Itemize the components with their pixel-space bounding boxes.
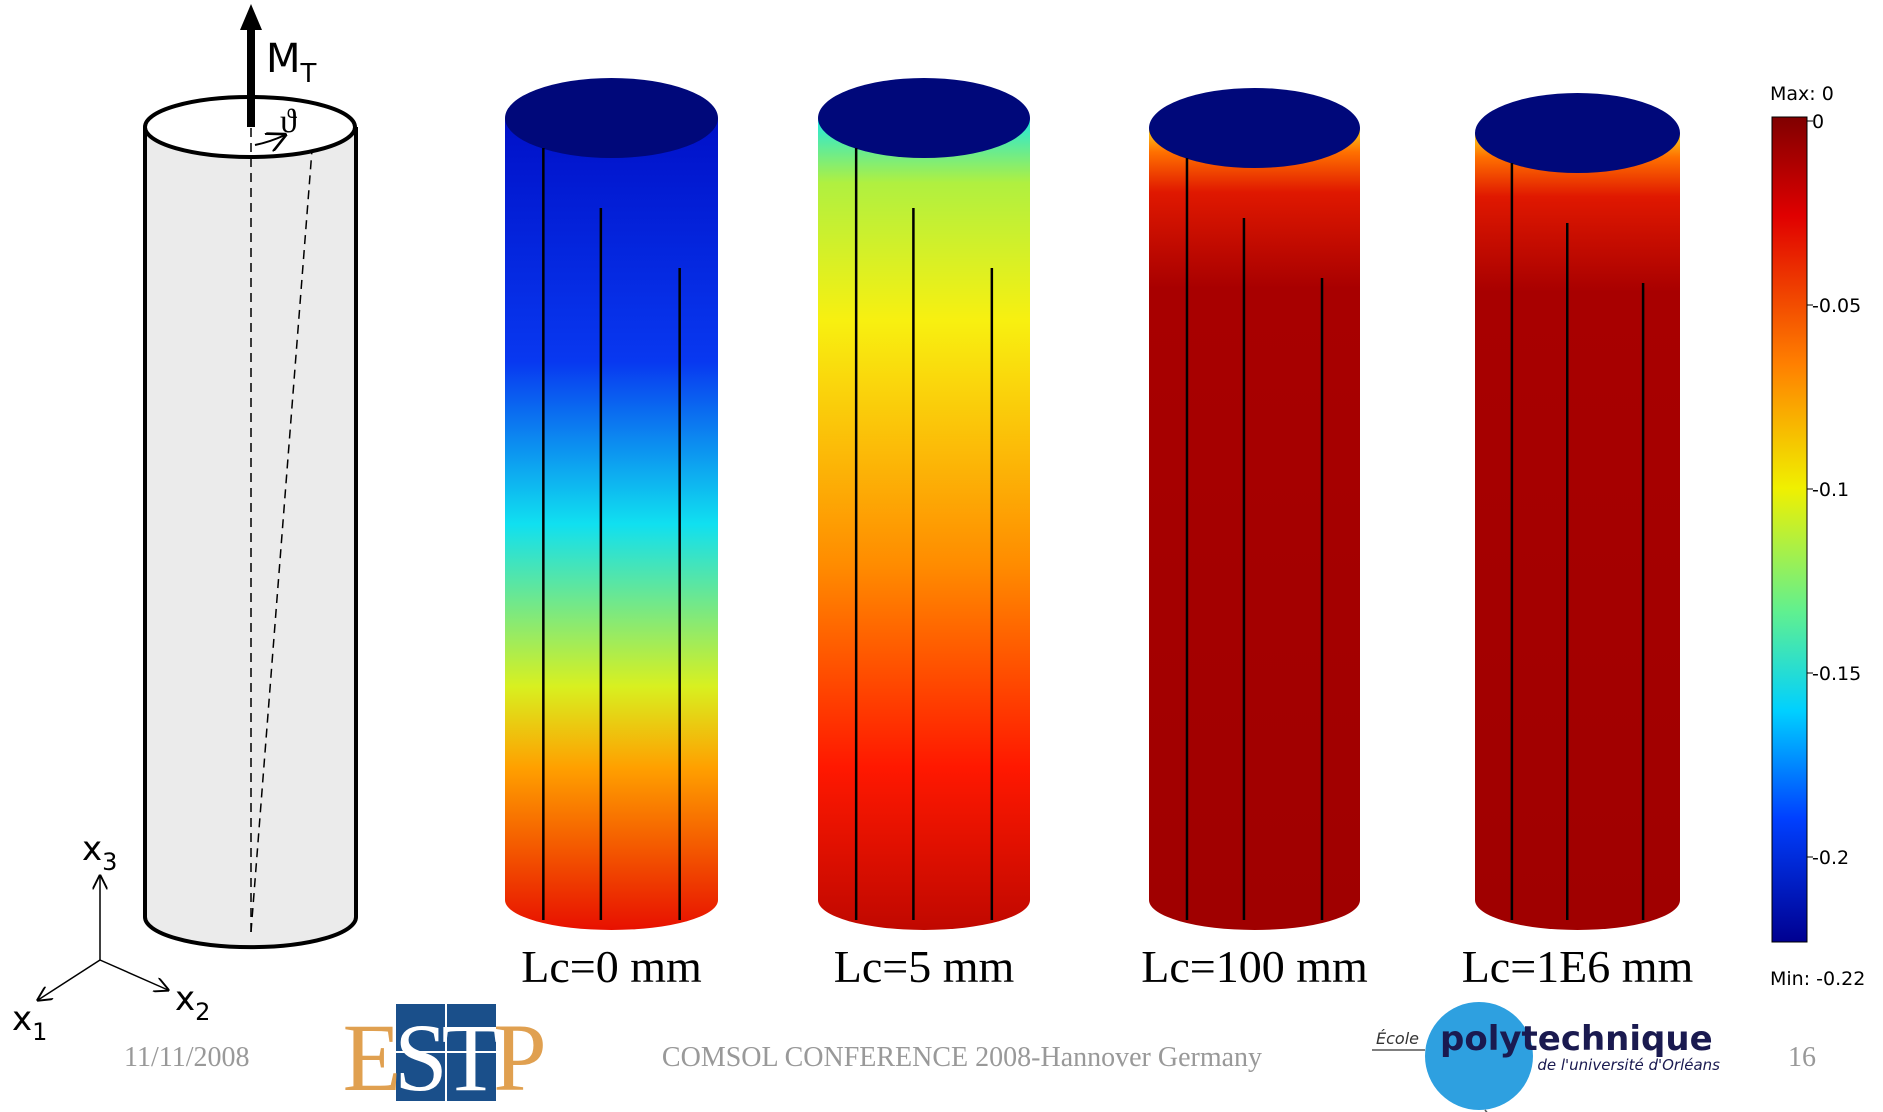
axis-label: x2 — [175, 979, 210, 1026]
colorbar-tick-label: -0.15 — [1812, 663, 1861, 685]
schematic: MT ϑ x3 x2 x1 — [12, 4, 356, 1046]
cylinder-caption: Lc=1E6 mm — [1462, 941, 1694, 992]
cylinder-body — [1149, 128, 1360, 930]
estp-logo: E S T P — [343, 1004, 547, 1111]
page-number: 16 — [1788, 1042, 1816, 1073]
footer-conference: COMSOL CONFERENCE 2008-Hannover Germany — [662, 1042, 1262, 1073]
cylinder-top — [1149, 88, 1360, 168]
colorbar-tick-label: -0.2 — [1812, 847, 1849, 869]
footer: 11/11/2008 COMSOL CONFERENCE 2008-Hannov… — [124, 1002, 1816, 1112]
axis-label: x1 — [12, 999, 47, 1046]
colorbar-max: Max: 0 — [1770, 83, 1834, 105]
logo-letter: S — [394, 1004, 447, 1111]
cylinder-body — [818, 118, 1030, 930]
logo-name: polytechnique — [1440, 1019, 1713, 1059]
cylinder-top — [1475, 93, 1680, 173]
slide: MT ϑ x3 x2 x1 Lc=0 mmLc=5 mmLc=100 mmLc=… — [0, 0, 1883, 1112]
footer-date: 11/11/2008 — [124, 1042, 249, 1073]
axis-label: x3 — [82, 829, 117, 876]
polytechnique-logo: École polytechnique de l'université d'Or… — [1372, 1002, 1720, 1112]
colorbar-tick-label: 0 — [1812, 111, 1824, 133]
logo-letter: E — [343, 1004, 402, 1111]
logo-letter: T — [442, 1004, 501, 1111]
cylinder-caption: Lc=5 mm — [834, 941, 1015, 992]
cylinder-caption: Lc=100 mm — [1141, 941, 1368, 992]
result-cylinders: Lc=0 mm Lc=5 mm Lc=100 mm Lc=1E6 mm — [505, 78, 1694, 992]
colorbar-tick-label: -0.05 — [1812, 295, 1861, 317]
logo-ecole: École — [1376, 1029, 1419, 1048]
logo-letter: P — [493, 1004, 546, 1111]
cylinder-caption: Lc=0 mm — [521, 941, 702, 992]
colorbar-tick-label: -0.1 — [1812, 479, 1849, 501]
colorbar: Max: 0 Min: -0.22 0 -0.05 -0.1 -0.15 -0.2 — [1770, 83, 1865, 990]
angle-label: ϑ — [280, 103, 297, 140]
logo-subtitle: de l'université d'Orléans — [1537, 1056, 1720, 1074]
cylinder-top — [818, 78, 1030, 158]
colorbar-min: Min: -0.22 — [1770, 968, 1865, 990]
cylinder-top — [505, 78, 718, 158]
cylinder-body — [1475, 133, 1680, 930]
cylinder-body — [505, 118, 718, 930]
moment-label: MT — [266, 36, 317, 89]
